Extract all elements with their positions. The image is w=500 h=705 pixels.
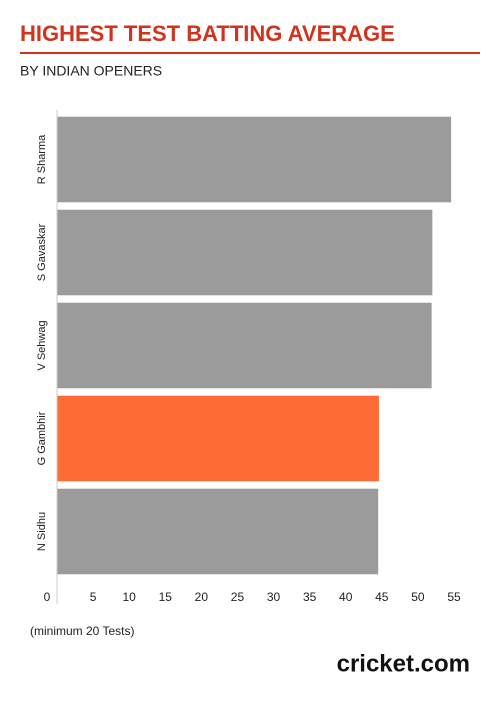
- y-tick-label: S Gavaskar: [36, 223, 48, 281]
- x-tick-label: 10: [123, 590, 137, 604]
- x-tick-label: 40: [339, 590, 353, 604]
- x-tick-label: 50: [411, 590, 425, 604]
- bar: [57, 116, 452, 203]
- y-tick-label: R Sharma: [36, 134, 48, 184]
- bar: [57, 302, 432, 389]
- chart-title: HIGHEST TEST BATTING AVERAGE: [20, 21, 395, 46]
- bar: [57, 209, 433, 296]
- x-tick-label: 35: [303, 590, 317, 604]
- x-tick-label: 0: [44, 590, 51, 604]
- x-tick-label: 15: [159, 590, 173, 604]
- y-tick-label: N Sidhu: [36, 512, 48, 551]
- logo: cricket.com: [337, 650, 470, 677]
- x-tick-label: 25: [231, 590, 245, 604]
- footnote: (minimum 20 Tests): [30, 624, 134, 638]
- bar: [57, 395, 379, 482]
- x-tick-label: 45: [375, 590, 389, 604]
- x-tick-label: 30: [267, 590, 281, 604]
- bar: [57, 488, 379, 575]
- chart-subtitle: BY INDIAN OPENERS: [20, 63, 162, 79]
- y-tick-label: V Sehwag: [36, 320, 48, 370]
- y-tick-label: G Gambhir: [36, 411, 48, 465]
- x-tick-label: 55: [447, 590, 461, 604]
- x-tick-label: 20: [195, 590, 209, 604]
- x-tick-label: 5: [90, 590, 97, 604]
